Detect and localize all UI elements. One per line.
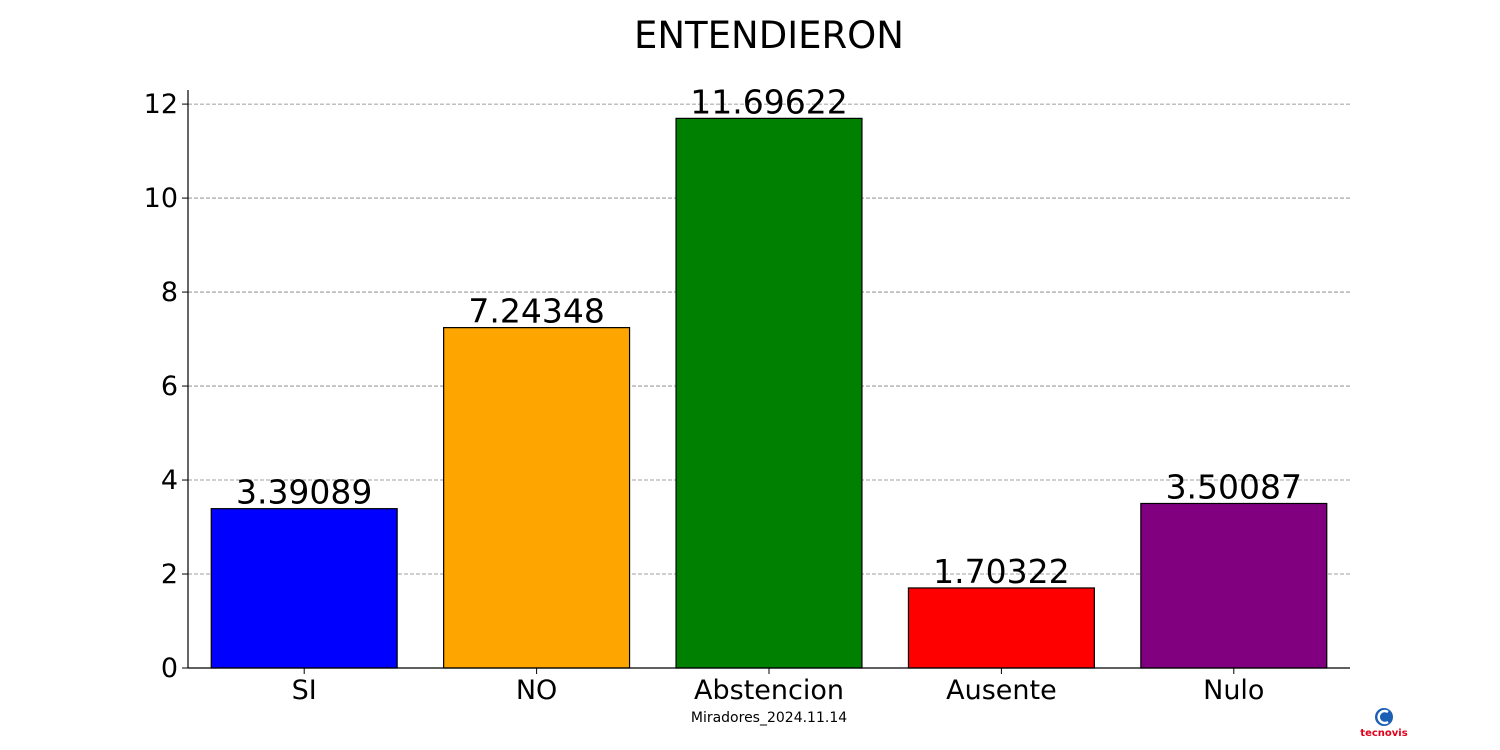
data-label: 1.70322: [933, 552, 1069, 591]
y-tick-label: 2: [161, 559, 178, 590]
y-tick-label: 6: [161, 371, 178, 402]
x-tick-label: NO: [516, 675, 557, 706]
y-tick-label: 8: [161, 277, 178, 308]
data-label: 3.39089: [236, 473, 372, 512]
labels: 0 2 4 6 8 10 12 3.39089 SI 7.24348 NO 11.69622 Abste…: [144, 82, 1302, 706]
x-tick-label: Ausente: [946, 675, 1057, 706]
y-tick-label: 0: [161, 653, 178, 684]
data-label: 3.50087: [1166, 467, 1302, 506]
tecnovis-logo: tecnovis: [1360, 708, 1408, 739]
data-label: 11.69622: [690, 82, 847, 121]
data-label: 7.24348: [468, 292, 604, 331]
bar-ausente: [907, 587, 1095, 669]
bar-abstencion: [675, 117, 863, 669]
bars: [210, 117, 1328, 669]
chart-title: ENTENDIERON: [634, 14, 904, 57]
bar-nulo: [1140, 502, 1328, 669]
x-tick-label: Nulo: [1203, 675, 1264, 706]
bar-no: [443, 327, 631, 669]
x-tick-label: Abstencion: [694, 675, 844, 706]
logo-text: tecnovis: [1360, 728, 1407, 739]
x-tick-label: SI: [292, 675, 317, 706]
bar-si: [210, 508, 398, 669]
axes: [182, 90, 1350, 674]
y-tick-label: 12: [144, 89, 178, 120]
x-axis-label: Miradores_2024.11.14: [691, 710, 847, 726]
y-tick-label: 4: [161, 465, 178, 496]
y-tick-label: 10: [144, 183, 178, 214]
